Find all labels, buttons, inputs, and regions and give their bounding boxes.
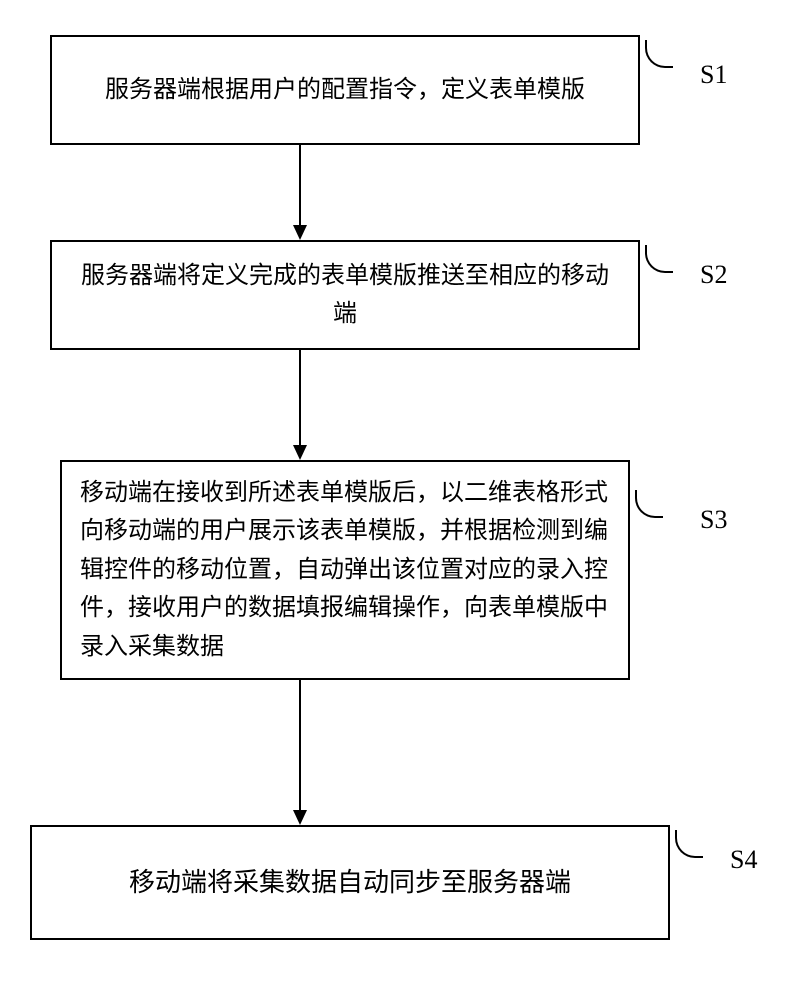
arrow-s3-s4 <box>290 680 310 825</box>
arrow-s1-s2 <box>290 145 310 240</box>
flow-node-s2-text: 服务器端将定义完成的表单模版推送至相应的移动端 <box>76 257 614 334</box>
flow-node-s4: 移动端将采集数据自动同步至服务器端 <box>30 825 670 940</box>
flow-node-s2: 服务器端将定义完成的表单模版推送至相应的移动端 <box>50 240 640 350</box>
flow-label-s4: S4 <box>730 845 757 875</box>
label-connector-s2 <box>645 245 673 273</box>
arrow-s2-s3 <box>290 350 310 460</box>
flow-node-s1: 服务器端根据用户的配置指令，定义表单模版 <box>50 35 640 145</box>
label-connector-s1 <box>645 40 673 68</box>
label-connector-s3 <box>635 490 663 518</box>
flow-node-s3: 移动端在接收到所述表单模版后，以二维表格形式向移动端的用户展示该表单模版，并根据… <box>60 460 630 680</box>
flow-node-s3-text: 移动端在接收到所述表单模版后，以二维表格形式向移动端的用户展示该表单模版，并根据… <box>80 474 610 666</box>
flow-node-s1-text: 服务器端根据用户的配置指令，定义表单模版 <box>105 71 585 109</box>
flow-node-s4-text: 移动端将采集数据自动同步至服务器端 <box>129 862 571 904</box>
flow-label-s2: S2 <box>700 260 727 290</box>
flow-label-s3: S3 <box>700 505 727 535</box>
flow-label-s1: S1 <box>700 60 727 90</box>
label-connector-s4 <box>675 830 703 858</box>
